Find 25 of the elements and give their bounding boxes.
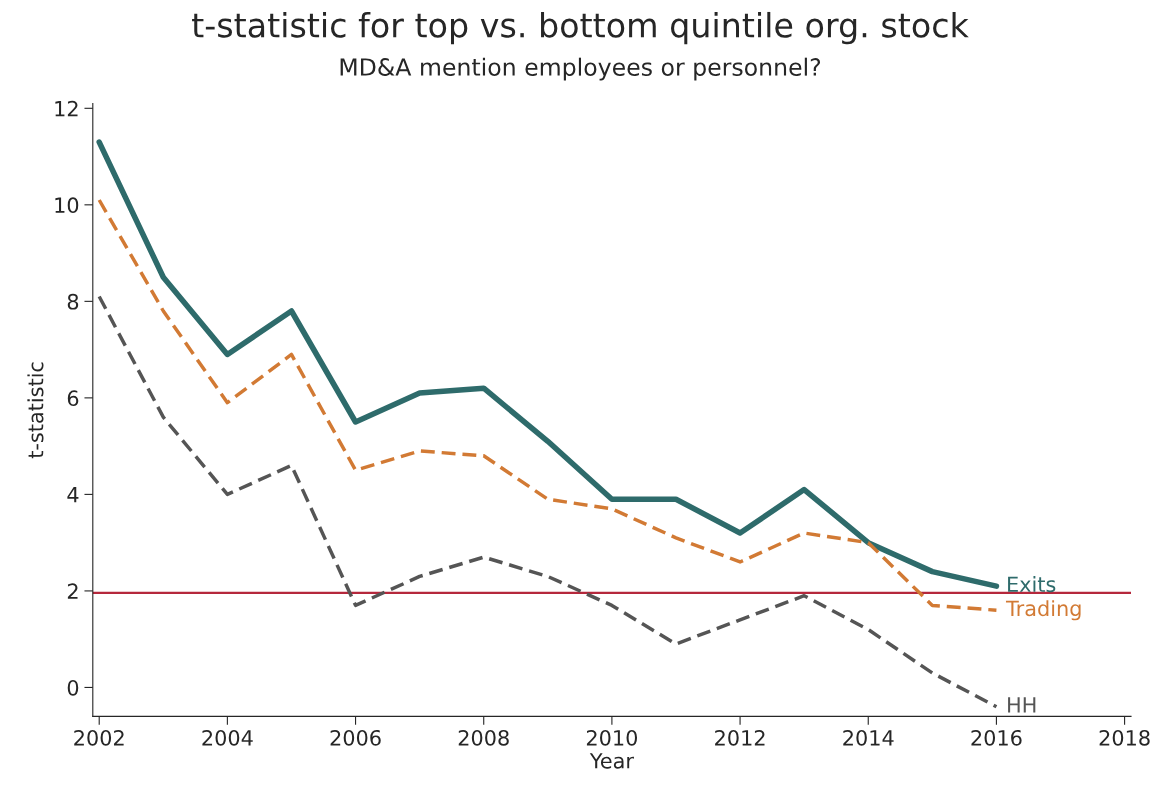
series-label: Trading	[1005, 600, 1081, 621]
x-tick-label: 2008	[458, 729, 509, 746]
chart-subtitle: MD&A mention employees or personnel?	[340, 57, 821, 81]
x-tick-label: 2014	[843, 729, 894, 746]
series-label: HH	[1008, 697, 1036, 713]
y-tick-label: 4	[67, 487, 79, 503]
y-tick-label: 10	[55, 197, 79, 214]
x-axis-title: Year	[589, 753, 634, 769]
y-tick-label: 2	[67, 583, 78, 599]
chart-title: t-statistic for top vs. bottom quintile org. stock	[192, 11, 969, 45]
y-tick-label: 8	[67, 293, 79, 310]
x-tick-label: 2018	[1099, 729, 1150, 746]
y-tick-label: 0	[67, 679, 79, 696]
x-tick-label: 2004	[202, 729, 253, 746]
x-tick-label: 2002	[74, 729, 124, 746]
line-series	[97, 198, 999, 612]
y-axis-title: t-statistic	[27, 362, 44, 459]
y-tick-label: 12	[55, 100, 78, 117]
x-tick-label: 2006	[330, 729, 381, 746]
x-tick-label: 2012	[715, 729, 765, 746]
series-label: Exits	[1008, 576, 1056, 593]
y-tick-label: 6	[67, 390, 79, 407]
line-series	[97, 294, 999, 709]
x-tick-label: 2010	[586, 729, 638, 746]
x-tick-label: 2016	[971, 729, 1022, 746]
